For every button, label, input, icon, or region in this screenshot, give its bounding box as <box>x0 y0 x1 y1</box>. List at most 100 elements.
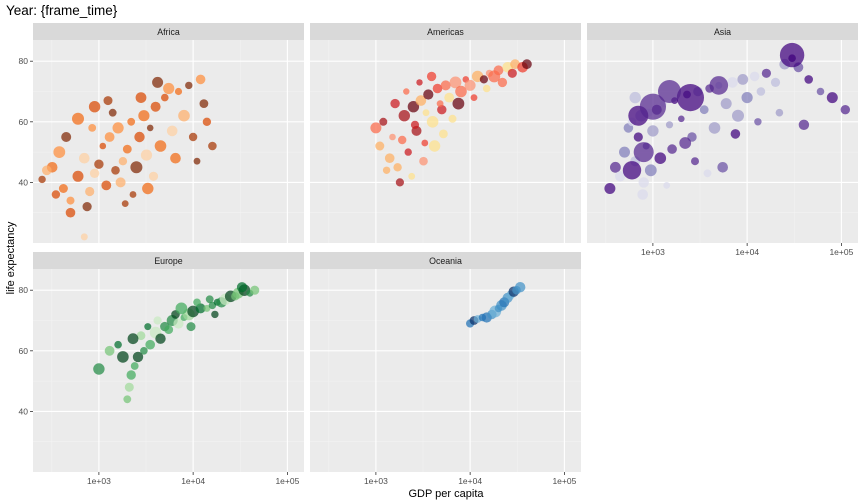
points-europe <box>93 282 260 404</box>
data-point <box>132 351 144 363</box>
data-point <box>121 200 129 208</box>
x-tick-label: 1e+03 <box>87 476 111 486</box>
data-point <box>741 92 753 104</box>
data-point <box>470 94 478 101</box>
data-point <box>667 144 677 154</box>
data-point <box>610 161 621 173</box>
data-point <box>370 122 382 134</box>
data-point <box>108 108 117 117</box>
x-tick-label: 1e+03 <box>641 247 665 257</box>
data-point <box>188 132 198 142</box>
data-point <box>379 117 388 126</box>
data-point <box>174 87 183 96</box>
data-point <box>775 108 784 117</box>
x-tick-label: 1e+03 <box>364 476 388 486</box>
data-point <box>130 362 139 370</box>
data-point <box>384 153 395 163</box>
data-point <box>88 124 97 132</box>
data-point <box>737 74 749 85</box>
x-tick-label: 1e+05 <box>275 476 299 486</box>
data-point <box>115 177 126 188</box>
data-point <box>720 98 732 110</box>
data-point <box>178 109 190 122</box>
data-point <box>123 395 132 404</box>
data-point <box>134 131 145 143</box>
data-point <box>72 112 84 125</box>
data-point <box>619 146 630 158</box>
data-point <box>99 142 107 150</box>
points-americas <box>370 59 532 187</box>
strip-label-americas: Americas <box>427 27 464 37</box>
data-point <box>428 140 441 152</box>
data-point <box>79 152 90 164</box>
data-point-large <box>779 42 805 68</box>
facet-oceania: Oceania 1e+03 1e+04 1e+05 <box>310 252 581 486</box>
data-point <box>703 169 712 178</box>
data-point <box>415 95 427 106</box>
data-point <box>195 74 206 85</box>
data-point <box>104 132 115 142</box>
data-point <box>140 149 153 161</box>
x-tick-label: 1e+04 <box>458 476 482 486</box>
data-point <box>122 144 132 154</box>
data-point <box>421 139 429 147</box>
x-tick-label: 1e+04 <box>735 247 759 257</box>
data-point <box>138 110 150 122</box>
y-tick-label: 80 <box>19 285 29 295</box>
y-tick-label: 40 <box>19 406 29 416</box>
strip-asia <box>587 23 858 40</box>
data-point <box>66 196 75 205</box>
x-tick-label: 1e+04 <box>181 476 205 486</box>
data-point <box>479 75 488 84</box>
data-point <box>144 323 152 331</box>
data-point <box>145 339 155 350</box>
facet-asia: Asia 1e+03 1e+04 1e+05 <box>587 23 858 257</box>
data-point <box>493 65 504 76</box>
grid-americas <box>310 40 581 243</box>
data-point <box>440 80 451 91</box>
data-point <box>398 110 410 122</box>
data-point <box>140 347 148 355</box>
data-point <box>114 340 122 349</box>
data-point-large <box>622 161 642 180</box>
panel-bg-africa <box>33 40 304 243</box>
data-point <box>111 166 120 175</box>
data-point <box>166 125 178 137</box>
data-point <box>410 120 420 129</box>
data-point <box>708 122 721 134</box>
data-point <box>647 125 659 137</box>
data-point <box>152 76 164 88</box>
strip-africa <box>33 23 304 40</box>
data-point <box>464 79 476 91</box>
data-point <box>130 161 143 174</box>
strip-europe <box>33 252 304 269</box>
data-point <box>203 304 211 312</box>
data-point <box>199 99 209 108</box>
data-point <box>449 76 462 89</box>
data-point <box>482 84 491 93</box>
data-point <box>42 165 52 176</box>
data-point <box>754 118 762 126</box>
data-point <box>205 295 214 304</box>
data-point <box>382 166 391 174</box>
data-point <box>455 85 467 98</box>
data-point <box>678 115 685 123</box>
data-point <box>507 68 517 78</box>
data-point <box>193 157 201 165</box>
data-point <box>770 77 781 87</box>
data-point <box>170 152 181 164</box>
data-point <box>604 183 616 194</box>
data-point <box>522 59 532 70</box>
strip-label-europe: Europe <box>154 256 182 266</box>
data-point <box>173 318 184 329</box>
data-point <box>118 157 128 166</box>
data-point <box>398 135 407 145</box>
data-point <box>127 117 136 126</box>
grid-oceania <box>310 269 581 472</box>
data-point <box>250 285 260 295</box>
data-point <box>437 105 447 115</box>
data-point <box>403 88 410 95</box>
data-point <box>798 119 810 130</box>
panel-bg-europe <box>33 269 304 472</box>
